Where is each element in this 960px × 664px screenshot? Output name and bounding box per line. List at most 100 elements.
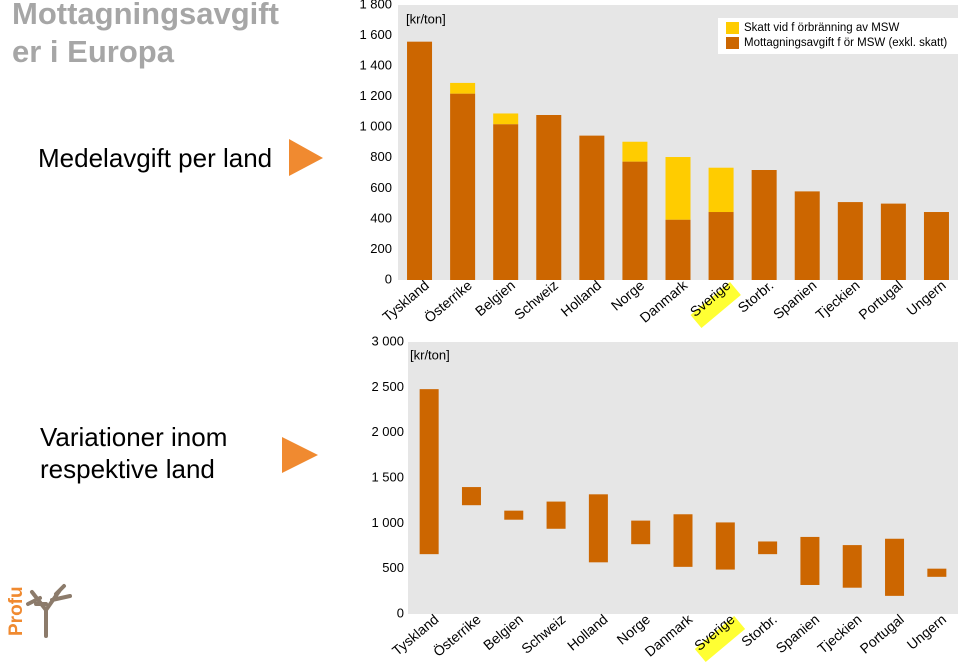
side-label: Variationer inom [40, 422, 227, 452]
plot-area [408, 342, 958, 614]
title-line: Mottagningsavgift [12, 0, 279, 31]
x-label-group: Schweiz [511, 277, 561, 323]
legend-label: Skatt vid f örbränning av MSW [744, 22, 899, 34]
y-tick-label: 1 800 [359, 0, 392, 11]
x-tick-label: Belgien [472, 277, 518, 319]
y-tick-label: 1 600 [359, 27, 392, 42]
arrow [289, 139, 323, 176]
y-tick-label: 500 [382, 560, 404, 575]
range-bar [885, 538, 905, 596]
x-label-group: Tjeckien [814, 611, 864, 657]
x-label-group: Sverige [691, 611, 746, 663]
bar-segment [923, 212, 949, 280]
x-label-group: Österrike [429, 610, 484, 660]
x-label-group: Österrike [420, 276, 475, 326]
x-label-group: Sverige [687, 277, 741, 329]
bar-segment [708, 212, 734, 280]
x-label-group: Portugal [857, 611, 907, 657]
y-tick-label: 1 200 [359, 88, 392, 103]
range-bar [588, 494, 608, 563]
x-tick-label: Schweiz [518, 611, 568, 657]
logo-text: Profu [6, 586, 27, 636]
y-tick-label: 2 000 [371, 424, 404, 439]
logo-tree [26, 584, 72, 638]
range-bar [419, 389, 439, 555]
x-tick-label: Tjeckien [812, 277, 862, 323]
x-label-group: Ungern [904, 611, 949, 653]
bar-segment [837, 202, 863, 280]
legend-swatch [726, 22, 739, 34]
x-label-group: Portugal [855, 277, 905, 323]
y-tick-label: 600 [370, 180, 392, 195]
bar-segment [665, 219, 691, 280]
range-bar [842, 545, 862, 588]
legend-label: Mottagningsavgift f ör MSW (exkl. skatt) [744, 37, 947, 49]
x-label-group: Danmark [637, 276, 692, 325]
x-label-group: Spanien [770, 277, 820, 322]
side-label: Medelavgift per land [38, 143, 272, 173]
unit-label: [kr/ton] [410, 347, 450, 362]
y-tick-label: 800 [370, 149, 392, 164]
y-tick-label: 0 [397, 605, 404, 620]
bar-segment [493, 124, 519, 281]
label-highlight [690, 281, 741, 329]
x-tick-label: Tjeckien [814, 611, 864, 657]
x-tick-label: Spanien [773, 611, 823, 656]
range-bar [461, 487, 481, 506]
x-tick-label: Portugal [855, 277, 905, 323]
range-bar [758, 541, 778, 555]
x-label-group: Belgien [472, 277, 518, 319]
range-bar [546, 501, 566, 529]
bar-segment [536, 115, 562, 280]
x-tick-label: Holland [564, 611, 611, 654]
title-line: er i Europa [12, 34, 175, 69]
range-bar [800, 536, 820, 585]
y-tick-label: 400 [370, 210, 392, 225]
bar-segment [665, 157, 691, 220]
bar-segment [708, 167, 734, 213]
range-bar [673, 514, 693, 567]
y-tick-label: 1 500 [371, 469, 404, 484]
y-tick-label: 2 500 [371, 379, 404, 394]
label-highlight [694, 615, 746, 663]
x-tick-label: Österrike [420, 276, 475, 326]
legend-swatch [726, 37, 739, 49]
legend-box [718, 18, 958, 54]
bar-segment [622, 161, 648, 280]
range-bar [631, 520, 651, 545]
bar-segment [407, 41, 433, 280]
x-label-group: Holland [564, 611, 611, 654]
unit-label: [kr/ton] [406, 11, 446, 26]
x-label-group: Tjeckien [812, 277, 862, 323]
bar-segment [880, 203, 906, 280]
x-label-group: Danmark [642, 610, 697, 659]
y-tick-label: 3 000 [371, 333, 404, 348]
bar-segment [751, 170, 777, 280]
bar-segment [622, 141, 648, 162]
x-tick-label: Ungern [904, 611, 949, 653]
x-tick-label: Danmark [637, 276, 692, 325]
x-label-group: Ungern [903, 277, 948, 319]
x-tick-label: Holland [557, 277, 604, 320]
side-label: respektive land [40, 454, 215, 484]
bar-segment [579, 135, 605, 280]
x-tick-label: Ungern [903, 277, 948, 319]
x-tick-label: Portugal [857, 611, 907, 657]
bar-segment [450, 82, 476, 94]
x-tick-label: Danmark [642, 610, 697, 659]
range-bar [504, 510, 524, 520]
y-tick-label: 1 000 [359, 119, 392, 134]
bar-segment [493, 113, 519, 125]
bar-segment [794, 191, 820, 280]
x-tick-label: Österrike [429, 610, 484, 660]
x-tick-label: Schweiz [511, 277, 561, 323]
x-label-group: Schweiz [518, 611, 568, 657]
range-bar [715, 522, 735, 570]
arrow [282, 437, 318, 473]
x-tick-label: Spanien [770, 277, 820, 322]
x-label-group: Holland [557, 277, 604, 320]
range-bar [927, 568, 947, 577]
y-tick-label: 200 [370, 241, 392, 256]
y-tick-label: 1 400 [359, 58, 392, 73]
